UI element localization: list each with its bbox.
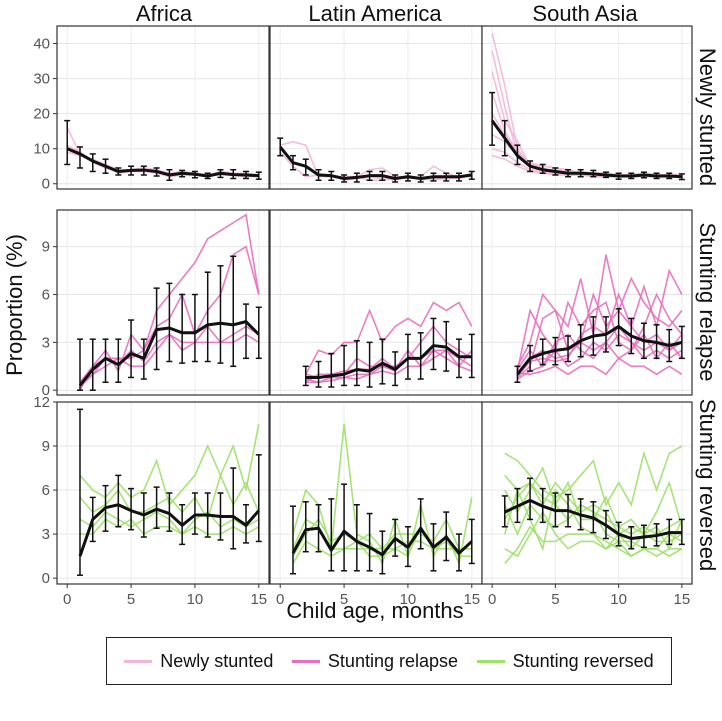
study-line-south-asia-stunting-relapse bbox=[517, 357, 683, 376]
strip-label-latin-america: Latin America bbox=[308, 1, 442, 26]
panel-frame-africa-newly-stunted bbox=[56, 25, 270, 190]
x-tick-label: 0 bbox=[488, 591, 496, 608]
study-line-latin-america-stunting-relapse bbox=[305, 348, 473, 379]
study-line-south-asia-stunting-reversed bbox=[504, 510, 682, 558]
study-line-south-asia-stunting-relapse bbox=[516, 276, 683, 379]
mean-line-africa-stunting-relapse bbox=[78, 320, 260, 387]
y-tick-label: 10 bbox=[33, 141, 50, 158]
panel-bg-south-asia-stunting-relapse bbox=[482, 210, 692, 395]
study-line-africa-newly-stunted bbox=[67, 151, 259, 176]
x-tick-label: 15 bbox=[674, 591, 691, 608]
legend-item-stunting-reversed: Stunting reversed bbox=[476, 650, 654, 672]
mean-line-south-asia-stunting-reversed bbox=[504, 498, 682, 540]
panel-frame-south-asia-stunting-relapse bbox=[481, 209, 693, 396]
y-tick-label: 30 bbox=[33, 71, 50, 88]
study-line-south-asia-stunting-relapse bbox=[516, 292, 683, 377]
x-tick-label: 5 bbox=[551, 591, 559, 608]
x-tick-label: 5 bbox=[340, 591, 348, 608]
x-tick-label: 5 bbox=[127, 591, 135, 608]
x-tick-label: 0 bbox=[63, 591, 71, 608]
legend-label-stunting-reversed: Stunting reversed bbox=[512, 650, 654, 671]
strip-label-south-asia: South Asia bbox=[532, 1, 638, 26]
y-tick-label: 0 bbox=[42, 176, 50, 193]
legend: Newly stunted Stunting relapse Stunting … bbox=[106, 637, 672, 685]
mean-line-latin-america-newly-stunted bbox=[279, 145, 472, 180]
strip-label-newly-stunted: Newly stunted bbox=[695, 48, 720, 186]
x-tick-label: 0 bbox=[276, 591, 284, 608]
x-tick-label: 10 bbox=[610, 591, 627, 608]
mean-line-latin-america-stunting-reversed bbox=[291, 526, 473, 557]
panel-frame-south-asia-stunting-reversed bbox=[481, 401, 693, 585]
y-tick-label: 0 bbox=[42, 382, 50, 399]
x-tick-label: 15 bbox=[463, 591, 480, 608]
legend-key-stunting-relapse bbox=[291, 659, 320, 663]
y-tick-label: 9 bbox=[42, 239, 50, 256]
y-tick-label: 20 bbox=[33, 106, 50, 123]
y-tick-label: 40 bbox=[33, 36, 50, 53]
x-tick-label: 10 bbox=[400, 591, 417, 608]
mean-line-africa-newly-stunted bbox=[66, 147, 259, 178]
panel-bg-africa-newly-stunted bbox=[57, 26, 269, 189]
mean-line-south-asia-newly-stunted bbox=[490, 119, 682, 179]
legend-key-newly-stunted bbox=[124, 659, 153, 663]
y-tick-label: 6 bbox=[42, 482, 50, 499]
mean-line-south-asia-stunting-relapse bbox=[516, 324, 683, 376]
panel-frame-africa-stunting-reversed bbox=[56, 401, 270, 585]
study-line-latin-america-newly-stunted bbox=[279, 151, 472, 182]
panel-bg-south-asia-stunting-reversed bbox=[482, 402, 692, 584]
study-line-south-asia-stunting-relapse bbox=[516, 332, 683, 370]
study-line-south-asia-stunting-relapse bbox=[516, 292, 683, 372]
study-line-latin-america-stunting-relapse bbox=[305, 349, 473, 384]
y-tick-label: 12 bbox=[33, 394, 50, 411]
y-tick-label: 9 bbox=[42, 438, 50, 455]
mean-line-latin-america-stunting-relapse bbox=[305, 344, 472, 379]
y-tick-label: 3 bbox=[42, 334, 50, 351]
study-line-latin-america-newly-stunted bbox=[280, 140, 472, 180]
strip-label-africa: Africa bbox=[136, 1, 193, 26]
panel-frame-south-asia-newly-stunted bbox=[481, 25, 693, 190]
legend-item-newly-stunted: Newly stunted bbox=[124, 651, 273, 672]
panel-bg-africa-stunting-reversed bbox=[57, 402, 269, 584]
legend-item-stunting-relapse: Stunting relapse bbox=[291, 650, 459, 672]
x-tick-label: 15 bbox=[250, 591, 267, 608]
strip-label-stunting-reversed: Stunting reversed bbox=[695, 399, 720, 571]
legend-label-newly-stunted: Newly stunted bbox=[160, 650, 274, 671]
legend-label-stunting-relapse: Stunting relapse bbox=[327, 650, 459, 671]
study-line-south-asia-stunting-reversed bbox=[504, 525, 683, 564]
x-axis-title: Child age, months bbox=[286, 598, 463, 623]
study-line-south-asia-stunting-relapse bbox=[516, 254, 683, 367]
y-tick-label: 0 bbox=[42, 570, 50, 587]
panel-frame-africa-stunting-relapse bbox=[56, 209, 270, 396]
y-tick-label: 6 bbox=[42, 287, 50, 304]
x-tick-label: 10 bbox=[187, 591, 204, 608]
legend-key-stunting-reversed bbox=[476, 659, 505, 663]
study-line-south-asia-stunting-reversed bbox=[504, 445, 683, 507]
mean-line-africa-stunting-reversed bbox=[78, 503, 260, 557]
strip-label-stunting-relapse: Stunting relapse bbox=[695, 223, 720, 382]
y-axis-title: Proportion (%) bbox=[2, 234, 27, 376]
y-tick-label: 3 bbox=[42, 526, 50, 543]
